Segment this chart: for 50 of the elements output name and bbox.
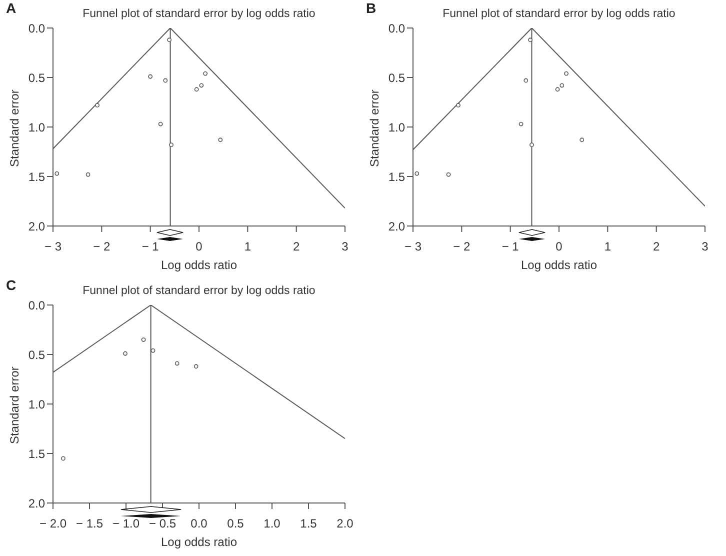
y-tick-label: 0.5 bbox=[388, 70, 406, 85]
x-tick-label: 3 bbox=[342, 240, 349, 254]
x-tick-label: 1 bbox=[244, 240, 252, 254]
x-tick-label: 1.5 bbox=[300, 516, 318, 531]
y-tick-label: 2.0 bbox=[28, 219, 46, 234]
y-tick-label: 0.0 bbox=[28, 21, 46, 36]
x-tick-label: − 2 bbox=[453, 240, 470, 254]
chart-title: Funnel plot of standard error by log odds ratio bbox=[82, 8, 316, 20]
y-tick-label: 0.5 bbox=[28, 348, 46, 362]
x-tick-label: − 0.5 bbox=[148, 516, 176, 531]
x-tick-label: 2.0 bbox=[336, 516, 354, 531]
chart-title: Funnel plot of standard error by log odds ratio bbox=[82, 285, 316, 297]
x-tick-label: − 3 bbox=[44, 240, 62, 254]
x-tick-label: 0 bbox=[196, 240, 203, 254]
y-axis-title: Standard error bbox=[367, 90, 382, 167]
y-tick-label: 0.0 bbox=[28, 298, 46, 312]
y-axis-title: Standard error bbox=[7, 366, 22, 444]
text: B bbox=[366, 0, 376, 16]
y-tick-label: 2.0 bbox=[388, 219, 406, 234]
x-tick-label: − 1 bbox=[502, 240, 520, 254]
y-tick-label: 1.5 bbox=[388, 170, 406, 184]
y-tick-label: 2.0 bbox=[28, 496, 46, 510]
x-tick-label: − 2.0 bbox=[39, 516, 67, 531]
x-tick-label: 2 bbox=[292, 240, 300, 254]
x-tick-label: 0.5 bbox=[227, 516, 244, 531]
y-tick-label: 0.0 bbox=[388, 21, 406, 36]
x-tick-label: 0 bbox=[556, 240, 563, 254]
y-tick-label: 0.5 bbox=[28, 70, 46, 85]
x-tick-label: − 1 bbox=[142, 240, 160, 254]
chart-title: Funnel plot of standard error by log odds ratio bbox=[442, 8, 676, 20]
y-tick-label: 1.0 bbox=[28, 120, 46, 134]
x-tick-label: 1.0 bbox=[264, 516, 281, 531]
x-tick-label: 1 bbox=[604, 240, 612, 254]
x-tick-label: − 2 bbox=[93, 240, 110, 254]
x-tick-label: − 1.0 bbox=[112, 516, 140, 531]
y-tick-label: 1.0 bbox=[388, 120, 406, 134]
x-tick-label: 2 bbox=[652, 240, 660, 254]
y-tick-label: 1.5 bbox=[28, 170, 46, 184]
y-axis-title: Standard error bbox=[7, 90, 22, 167]
text: C bbox=[6, 277, 16, 293]
x-axis-title: Log odds ratio bbox=[160, 535, 238, 549]
text: A bbox=[6, 0, 16, 16]
x-tick-label: 3 bbox=[702, 240, 709, 254]
x-tick-label: − 1.5 bbox=[76, 516, 104, 531]
x-tick-label: 0.0 bbox=[190, 516, 208, 531]
y-tick-label: 1.0 bbox=[28, 397, 46, 412]
y-tick-label: 1.5 bbox=[28, 446, 46, 461]
x-axis-title: Log odds ratio bbox=[160, 258, 238, 272]
x-axis-title: Log odds ratio bbox=[520, 258, 598, 272]
x-tick-label: − 3 bbox=[404, 240, 422, 254]
